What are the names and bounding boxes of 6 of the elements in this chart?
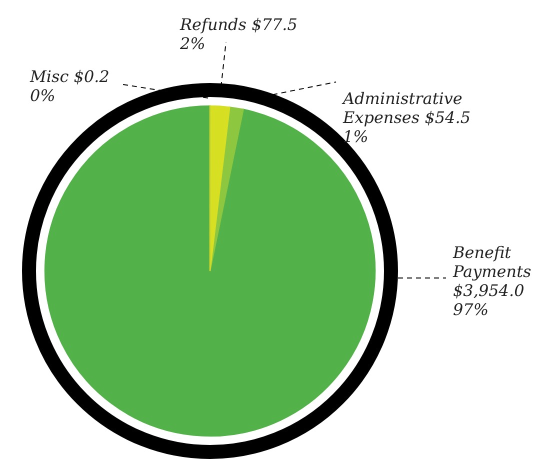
slice-label: Refunds $77.5 2% — [179, 15, 298, 53]
slice-label: Benefit Payments — [452, 243, 532, 281]
slice-label: Administrative Expenses $54.5 1% — [341, 89, 470, 146]
data-label: $3,954.0 97% — [453, 281, 524, 319]
slice-label: Misc $0.2 0% — [29, 67, 110, 105]
pie-slice — [209, 105, 230, 272]
